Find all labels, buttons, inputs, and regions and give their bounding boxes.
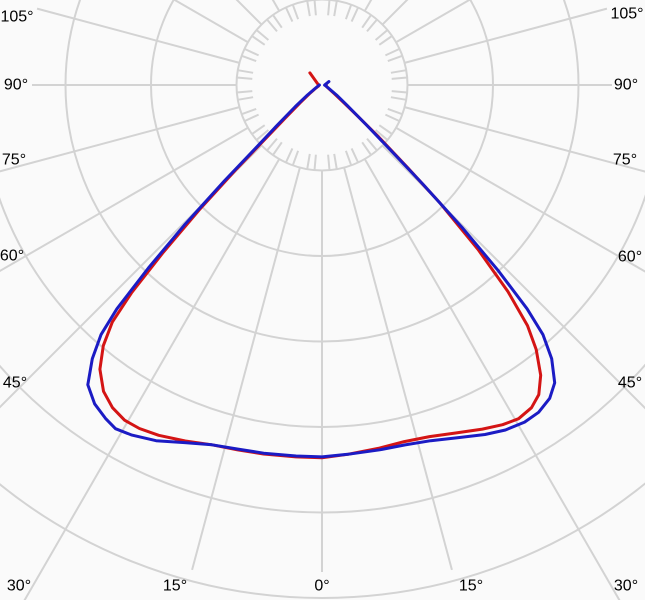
grid-5deg-ticks [236, 0, 408, 171]
angle-label-9-30deg: 30° [614, 578, 638, 595]
angle-label-14-105deg: 105° [610, 6, 643, 23]
angle-label-2-75deg: 75° [2, 152, 26, 169]
grid-spoke--60deg [0, 126, 249, 273]
angle-label-10-45deg: 45° [618, 375, 642, 392]
angle-label-5-30deg: 30° [7, 578, 31, 595]
grid-spoke--135deg [235, 0, 263, 26]
grid-spoke-105deg [404, 7, 608, 64]
angle-label-7-0deg: 0° [314, 578, 329, 595]
grid-spoke--15deg [191, 167, 301, 571]
angle-label-12-75deg: 75° [613, 152, 637, 169]
angle-label-11-60deg: 60° [618, 249, 642, 266]
curve-red [98, 71, 543, 460]
angle-label-8-15deg: 15° [459, 578, 483, 595]
grid-spoke-120deg [395, 0, 472, 44]
angle-label-4-45deg: 45° [3, 375, 27, 392]
grid-spoke--105deg [36, 7, 240, 64]
grid-ring-1 [235, 0, 409, 172]
grid-spoke--120deg [172, 0, 249, 44]
grid-spoke-135deg [381, 0, 409, 26]
grid-spoke-30deg [363, 158, 621, 600]
angle-label-3-60deg: 60° [0, 248, 24, 265]
angle-label-0-105deg: 105° [0, 9, 33, 26]
angle-label-1-90deg: 90° [4, 77, 28, 94]
angle-label-13-90deg: 90° [614, 77, 638, 94]
angle-label-6-15deg: 15° [163, 578, 187, 595]
grid-spoke-60deg [395, 126, 645, 273]
grid-spoke--75deg [0, 106, 240, 173]
grid-spoke-15deg [343, 167, 453, 571]
grid-spoke--30deg [23, 158, 281, 600]
grid-spoke-75deg [404, 106, 645, 173]
curve-blue [86, 80, 557, 459]
